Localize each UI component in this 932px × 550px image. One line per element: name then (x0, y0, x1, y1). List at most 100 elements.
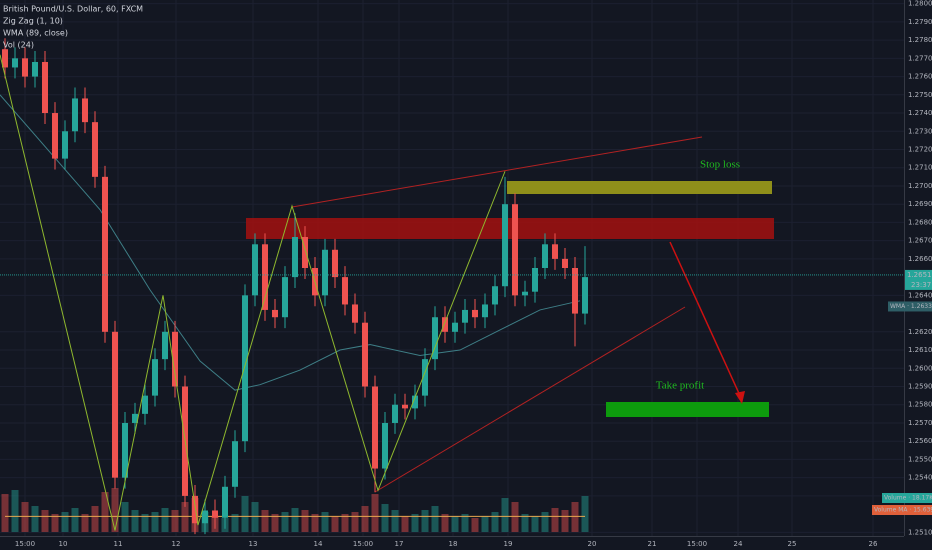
candle-body (62, 131, 68, 159)
volume-bar (61, 512, 69, 532)
x-tick-label: 18 (449, 540, 458, 548)
arrow-head (735, 391, 745, 404)
y-tick-label: 1.28000 (908, 0, 932, 8)
candle-body (432, 317, 438, 360)
x-tick-label: 13 (249, 540, 258, 548)
volume-bar (521, 514, 529, 532)
candle-body (52, 113, 58, 159)
candle-body (202, 510, 208, 524)
volume-bar (241, 496, 249, 532)
trend-line (374, 306, 686, 493)
y-tick-label: 1.26900 (908, 200, 932, 208)
candle-body (282, 277, 288, 318)
x-tick-label: 11 (114, 540, 123, 548)
candle-body (162, 331, 168, 360)
x-tick-label: 17 (395, 540, 404, 548)
x-tick-label: 15:00 (353, 540, 373, 548)
legend-title: British Pound/U.S. Dollar, 60, FXCM (3, 5, 143, 14)
volume-bar (91, 506, 99, 532)
y-tick-label: 1.27200 (908, 145, 932, 153)
candle-body (362, 322, 368, 387)
volume-bar (311, 514, 319, 532)
volume-bar (391, 510, 399, 532)
y-tick-label: 1.27600 (908, 73, 932, 81)
volume-bar (501, 498, 509, 532)
y-tick-label: 1.27800 (908, 36, 932, 44)
y-tick-label: 1.26400 (908, 291, 932, 299)
candle-body (132, 413, 138, 423)
volume-bar (441, 514, 449, 532)
x-tick-label: 25 (788, 540, 797, 548)
candle-body (552, 244, 558, 259)
volume-bar (461, 514, 469, 532)
y-tick-label: 1.26700 (908, 237, 932, 245)
volume-bar (511, 502, 519, 532)
volume-bar (371, 494, 379, 532)
candle-body (252, 244, 258, 296)
volume-bar (131, 510, 139, 532)
y-tick-label: 1.27300 (908, 127, 932, 135)
y-tick-label: 1.25600 (908, 437, 932, 445)
candle-body (532, 268, 538, 292)
volume-bar (21, 502, 29, 532)
volume-bar (561, 510, 569, 532)
candle-body (32, 61, 38, 77)
wma-line (0, 94, 581, 391)
y-tick-label: 1.27000 (908, 182, 932, 190)
countdown-label: 23:37 (911, 281, 931, 289)
candle-body (232, 441, 238, 487)
volume-bar (341, 514, 349, 532)
volume-bar (481, 516, 489, 532)
volume-bar (11, 490, 19, 532)
candle-body (82, 98, 88, 123)
x-tick-label: 26 (869, 540, 878, 548)
y-tick-label: 1.25400 (908, 474, 932, 482)
volume-bar (401, 516, 409, 532)
volume-bar (271, 514, 279, 532)
candle-body (422, 359, 428, 396)
volume-bar (281, 512, 289, 532)
volume-bar (351, 512, 359, 532)
volume-bar (431, 506, 439, 532)
volume-bar (141, 514, 149, 532)
y-tick-label: 1.26800 (908, 218, 932, 226)
candle-body (22, 58, 28, 77)
plot (0, 38, 904, 535)
volume-bar (121, 502, 129, 532)
candle-body (342, 277, 348, 305)
volume-bar (331, 516, 339, 532)
volume-bar (181, 502, 189, 532)
candle-body (492, 286, 498, 305)
x-tick-label: 14 (314, 540, 323, 548)
x-tick-label: 24 (734, 540, 743, 548)
volume-bar (31, 506, 39, 532)
candle-body (332, 249, 338, 278)
wma-label-box (888, 301, 932, 312)
candle-body (442, 317, 448, 332)
y-tick-label: 1.26000 (908, 364, 932, 372)
candle-body (102, 176, 108, 332)
volume-bar (541, 512, 549, 532)
trend-line (291, 136, 703, 208)
volume-bar (381, 504, 389, 532)
candle-body (502, 204, 508, 287)
candle-body (272, 309, 278, 318)
x-tick-label: 19 (504, 540, 513, 548)
price-label-box (905, 269, 932, 290)
candle-body (522, 291, 528, 296)
volume-bar (361, 506, 369, 532)
candle-body (142, 395, 148, 414)
y-tick-label: 1.25100 (908, 528, 932, 536)
wma-label: WMA · 1.26339 (890, 303, 932, 310)
candle-body (192, 495, 198, 524)
volume-label-box (882, 493, 932, 503)
resistance-zone (246, 218, 774, 239)
volume-bar (321, 512, 329, 532)
candle-body (92, 122, 98, 177)
drawings (246, 136, 774, 493)
x-tick-label: 12 (172, 540, 181, 548)
stop-loss-zone (507, 181, 772, 194)
y-tick-label: 1.25900 (908, 383, 932, 391)
volume-bar (41, 510, 49, 532)
candle-body (372, 386, 378, 469)
